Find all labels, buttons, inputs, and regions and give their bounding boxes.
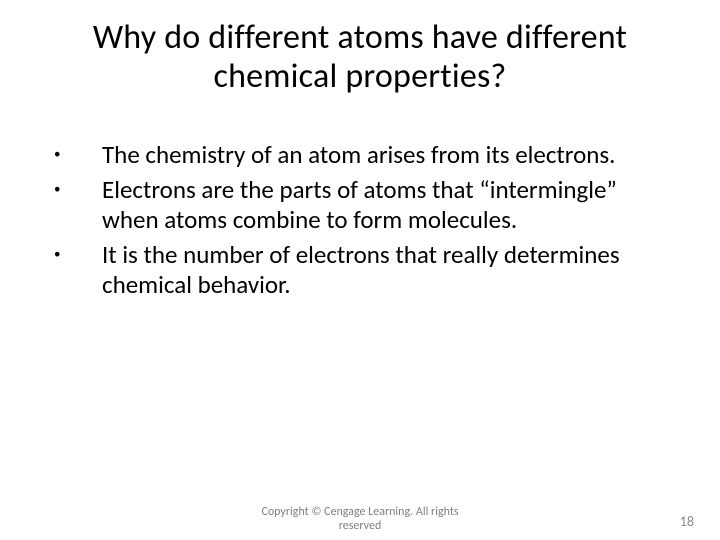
bullet-text: It is the number of electrons that reall… bbox=[102, 240, 670, 301]
slide-title: Why do different atoms have different ch… bbox=[28, 18, 692, 96]
slide: Why do different atoms have different ch… bbox=[0, 0, 720, 540]
title-line-1: Why do different atoms have different bbox=[93, 17, 627, 58]
bullet-icon: • bbox=[50, 175, 102, 205]
bullet-text: Electrons are the parts of atoms that “i… bbox=[102, 175, 670, 236]
list-item: • The chemistry of an atom arises from i… bbox=[50, 140, 670, 171]
page-number: 18 bbox=[680, 513, 694, 530]
footer-line-2: reserved bbox=[339, 519, 382, 533]
list-item: • Electrons are the parts of atoms that … bbox=[50, 175, 670, 236]
bullet-text: The chemistry of an atom arises from its… bbox=[102, 140, 670, 171]
bullet-icon: • bbox=[50, 240, 102, 270]
list-item: • It is the number of electrons that rea… bbox=[50, 240, 670, 301]
bullet-list: • The chemistry of an atom arises from i… bbox=[50, 140, 670, 301]
footer-line-1: Copyright © Cengage Learning. All rights bbox=[261, 505, 458, 519]
title-line-2: chemical properties? bbox=[214, 56, 507, 97]
slide-content: • The chemistry of an atom arises from i… bbox=[28, 140, 692, 301]
footer-copyright: Copyright © Cengage Learning. All rights… bbox=[0, 506, 720, 534]
bullet-icon: • bbox=[50, 140, 102, 170]
